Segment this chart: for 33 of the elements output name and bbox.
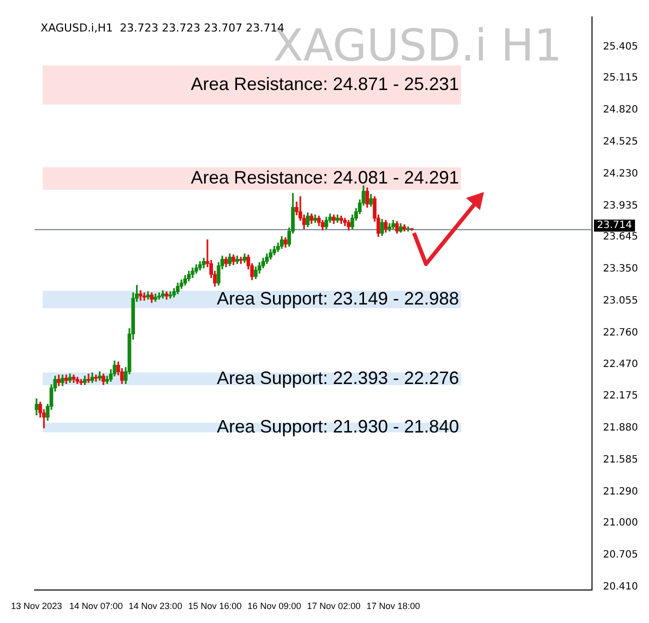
x-tick-label: 17 Nov 18:00 — [366, 601, 420, 612]
y-tick-label: 20.410 — [603, 582, 638, 593]
candlestick — [86, 374, 90, 383]
band-label: Area Resistance: 24.081 - 24.291 — [190, 168, 460, 188]
y-tick-label: 25.115 — [603, 72, 638, 84]
x-tick-label: 14 Nov 07:00 — [69, 601, 123, 612]
y-tick-label: 22.470 — [603, 358, 638, 370]
y-tick-label: 24.525 — [603, 136, 638, 148]
candlestick — [94, 374, 98, 382]
ref-line-label: 23.714 — [597, 220, 632, 232]
y-tick-label: 25.405 — [603, 41, 638, 52]
y-tick-label: 21.880 — [603, 422, 638, 434]
y-tick-label: 22.760 — [603, 327, 638, 338]
band-label: Area Support: 23.149 - 22.988 — [216, 288, 460, 308]
y-tick-label: 23.350 — [603, 264, 638, 275]
y-tick-label: 23.055 — [603, 295, 638, 306]
x-tick-label: 14 Nov 23:00 — [128, 601, 182, 612]
x-tick-label: 13 Nov 2023 — [10, 601, 62, 612]
y-tick-label: 23.935 — [603, 200, 638, 212]
y-tick-label: 23.645 — [603, 232, 638, 243]
y-tick-label: 21.585 — [603, 454, 638, 466]
x-tick-label: 16 Nov 09:00 — [248, 601, 302, 612]
x-tick-label: 17 Nov 02:00 — [307, 601, 361, 612]
x-tick-label: 15 Nov 16:00 — [188, 601, 242, 612]
y-tick-label: 21.000 — [603, 518, 638, 529]
y-tick-label: 24.230 — [603, 168, 638, 180]
band-label: Area Support: 22.393 - 22.276 — [216, 368, 460, 388]
y-tick-label: 20.705 — [603, 550, 638, 561]
band-label: Area Support: 21.930 - 21.840 — [216, 416, 460, 436]
y-tick-label: 22.175 — [603, 390, 638, 402]
y-tick-label: 21.290 — [603, 486, 638, 498]
y-tick-label: 24.820 — [603, 104, 638, 116]
band-label: Area Resistance: 24.871 - 25.231 — [190, 74, 460, 94]
